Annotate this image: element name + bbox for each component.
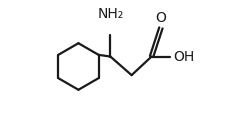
Text: NH₂: NH₂ bbox=[97, 7, 123, 21]
Text: OH: OH bbox=[172, 49, 193, 64]
Text: O: O bbox=[155, 11, 166, 25]
